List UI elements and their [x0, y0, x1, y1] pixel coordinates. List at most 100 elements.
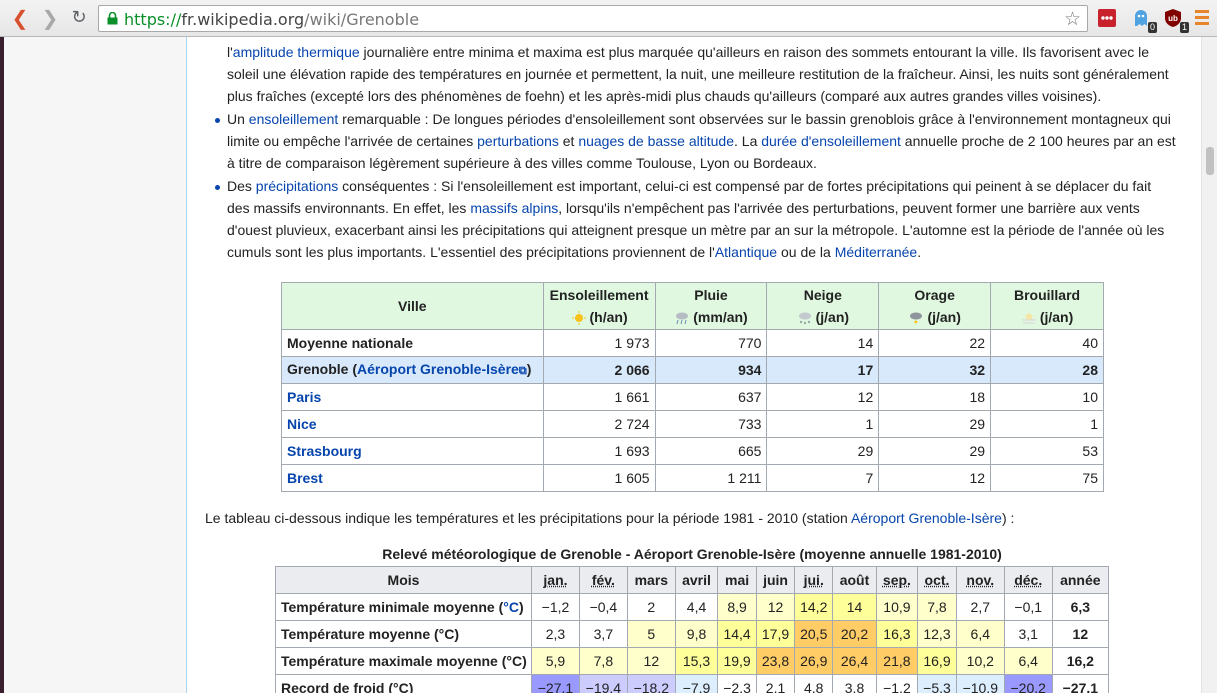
bullet-text: annuelle proche de 2 100 heures par an e… — [227, 133, 1176, 171]
climate-bullet-list: l'amplitude thermique journalière entre … — [215, 41, 1177, 264]
column-header: Pluie (mm/an) — [654, 282, 768, 330]
vertical-scrollbar[interactable] — [1201, 37, 1217, 693]
annual-value-cell: 16,2 — [1051, 647, 1110, 675]
city-link[interactable]: Brest — [287, 470, 323, 486]
row-header: Température maximale moyenne (°C) — [275, 647, 532, 675]
month-header: mars — [626, 566, 676, 594]
value-cell: 665 — [654, 437, 768, 465]
lock-icon — [107, 12, 118, 25]
month-value-cell: 6,4 — [955, 620, 1005, 648]
airport-link[interactable]: Aéroport Grenoble-Isère — [357, 361, 519, 377]
month-value-cell: 17,9 — [755, 620, 796, 648]
table-row: Moyenne nationale 1 973 770 14 22 40 — [281, 329, 1104, 357]
article-link[interactable]: durée d'ensoleillement — [761, 133, 901, 149]
row-header: Température minimale moyenne (°C) — [275, 593, 532, 621]
value-cell: 14 — [766, 329, 880, 357]
bullet-item: Un ensoleillement remarquable : De longu… — [215, 108, 1177, 174]
column-label: Neige — [803, 287, 842, 303]
paragraph-text: Le tableau ci-dessous indique les tempér… — [205, 510, 851, 526]
article-link[interactable]: nuages de basse altitude — [578, 133, 735, 149]
column-label: Ensoleillement — [549, 287, 649, 303]
value-cell: 29 — [878, 437, 992, 465]
month-value-cell: 10,9 — [875, 593, 919, 621]
month-value-cell: −27,1 — [531, 674, 580, 693]
paragraph-suffix: ) : — [1001, 510, 1015, 526]
month-value-cell: 23,8 — [755, 647, 796, 675]
column-unit: (j/an) — [927, 309, 961, 325]
column-unit: (j/an) — [815, 309, 850, 325]
article-link[interactable]: Méditerranée — [834, 244, 918, 260]
month-abbr: oct. — [924, 572, 950, 588]
external-link-icon: ⧉ — [518, 364, 527, 377]
column-unit: (j/an) — [1039, 309, 1074, 325]
address-bar[interactable]: https://fr.wikipedia.org/wiki/Grenoble ☆ — [98, 5, 1088, 32]
value-cell: 29 — [766, 437, 880, 465]
back-arrow-icon[interactable]: ❮ — [11, 6, 29, 30]
month-value-cell: −1,2 — [875, 674, 919, 693]
month-header: juin — [755, 566, 796, 594]
scroll-thumb[interactable] — [1206, 147, 1214, 175]
month-label: août — [839, 572, 870, 588]
month-value-cell: 12,3 — [917, 620, 957, 648]
month-header: déc. — [1003, 566, 1053, 594]
column-unit: (mm/an) — [693, 309, 748, 325]
month-value-cell: 19,9 — [717, 647, 757, 675]
month-value-cell: −18,2 — [626, 674, 676, 693]
month-header: août — [832, 566, 877, 594]
extension-menu-icon[interactable] — [1097, 8, 1117, 28]
row-label: Température minimale moyenne ( — [281, 599, 504, 615]
forward-arrow-icon[interactable]: ❯ — [41, 6, 59, 30]
column-unit: (h/an) — [589, 309, 628, 325]
article-link[interactable]: Atlantique — [714, 244, 778, 260]
ublock-extension[interactable]: ub 1 — [1163, 8, 1189, 33]
column-header: Brouillard (j/an) — [990, 282, 1104, 330]
bullet-text: . La — [734, 133, 762, 149]
article-link[interactable]: massifs alpins — [470, 200, 559, 216]
bullet-text: remarquable : De longues périodes d'enso… — [227, 111, 1171, 149]
row-label-suffix: ) — [518, 599, 524, 615]
rain-icon — [676, 312, 689, 325]
table-row: Grenoble (Aéroport Grenoble-Isère⧉) 2 066… — [281, 356, 1104, 384]
ghost-extension[interactable]: 0 — [1131, 8, 1157, 33]
city-name: Grenoble ( — [287, 361, 358, 377]
article-link[interactable]: ensoleillement — [248, 111, 339, 127]
ghost-icon — [1135, 10, 1147, 26]
hamburger-menu-icon[interactable] — [1195, 10, 1209, 28]
table-row: Paris 1 661 637 12 18 10 — [281, 383, 1104, 411]
month-header: mai — [717, 566, 757, 594]
month-value-cell: 14,4 — [717, 620, 757, 648]
month-label: avril — [682, 572, 711, 588]
row-label: Température moyenne (°C) — [281, 626, 460, 642]
article-link[interactable]: amplitude thermique — [232, 44, 360, 60]
city-link[interactable]: Nice — [287, 416, 317, 432]
month-value-cell: 2 — [626, 593, 676, 621]
weather-table-caption: Relevé météorologique de Grenoble - Aéro… — [382, 546, 1002, 562]
city-link[interactable]: Strasbourg — [287, 443, 362, 459]
value-cell: 12 — [766, 383, 880, 411]
month-header: oct. — [917, 566, 957, 594]
month-value-cell: −1,2 — [531, 593, 580, 621]
bullet-item: l'amplitude thermique journalière entre … — [227, 41, 1177, 107]
month-abbr: nov. — [966, 572, 995, 588]
climate-comparison-table: Ville Ensoleillement (h/an) Pluie (mm/an) Nei… — [281, 282, 1104, 492]
month-abbr: fév. — [591, 572, 615, 588]
article-link[interactable]: précipitations — [255, 178, 339, 194]
month-value-cell: 26,9 — [794, 647, 834, 675]
station-link[interactable]: Aéroport Grenoble-Isère — [850, 510, 1002, 526]
month-value-cell: 20,5 — [794, 620, 834, 648]
month-value-cell: 4,8 — [794, 674, 834, 693]
month-value-cell: 26,4 — [832, 647, 877, 675]
column-label: Ville — [398, 298, 427, 314]
table-row: Température maximale moyenne (°C) 5,9 7,8 1… — [275, 647, 1110, 675]
month-label: mai — [725, 572, 750, 588]
bookmark-star-icon[interactable]: ☆ — [1063, 8, 1081, 30]
value-cell: 2 066 — [542, 356, 656, 384]
bullet-text: Un — [227, 111, 249, 127]
article-link[interactable]: perturbations — [477, 133, 559, 149]
annual-value-cell: 6,3 — [1051, 593, 1110, 621]
celsius-link[interactable]: °C — [503, 599, 519, 615]
column-label: Pluie — [694, 287, 728, 303]
city-link[interactable]: Paris — [287, 389, 322, 405]
reload-icon[interactable]: ↻ — [71, 7, 87, 28]
month-value-cell: 2,1 — [755, 674, 796, 693]
